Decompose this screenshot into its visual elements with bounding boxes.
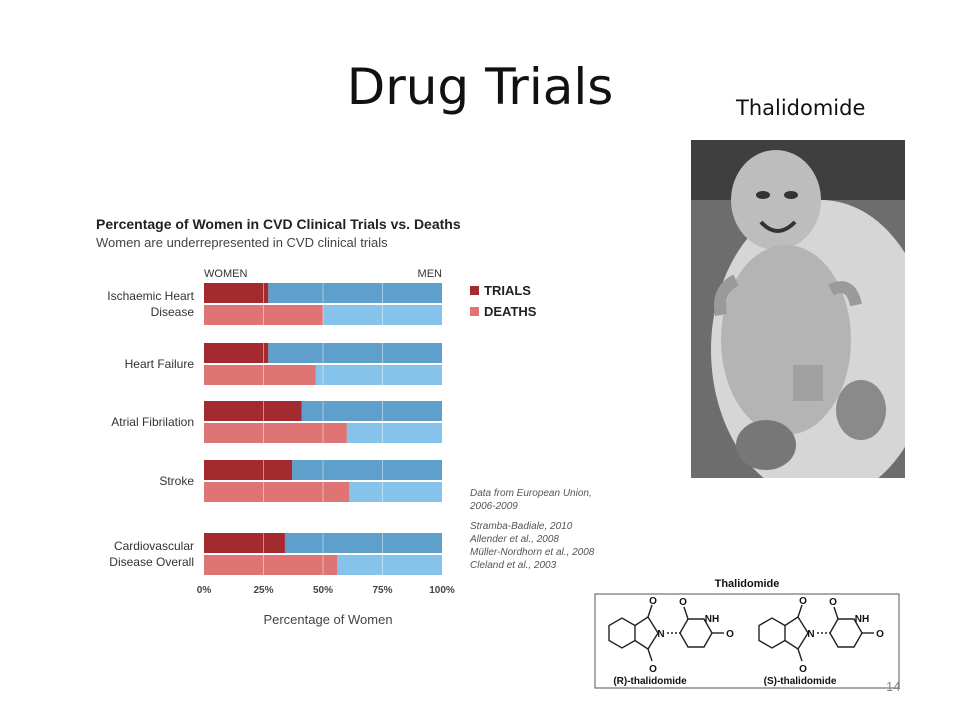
women-header: WOMEN xyxy=(204,268,247,280)
chart-plot: WOMEN MEN Ischaemic Heart Disease Heart Fail… xyxy=(107,268,595,627)
category-label: Disease Overall xyxy=(109,555,194,569)
oxygen-atom: O xyxy=(649,596,657,607)
legend-swatch-deaths xyxy=(470,307,479,316)
structure-frame xyxy=(594,593,900,689)
nh-group: NH xyxy=(705,614,719,625)
page-number: 14 xyxy=(886,679,901,694)
trials-bar xyxy=(204,283,269,303)
oxygen-atom: O xyxy=(726,629,734,640)
legend-swatch-trials xyxy=(470,286,479,295)
deaths-men-bar xyxy=(349,482,442,502)
category-label: Disease xyxy=(151,305,195,319)
imide-ring xyxy=(784,616,809,650)
benzene-ring xyxy=(608,617,636,649)
trials-men-bar xyxy=(284,533,442,553)
trials-men-bar xyxy=(268,283,442,303)
structure-title: Thalidomide xyxy=(715,578,780,590)
deaths-bar xyxy=(204,482,350,502)
category-label: Stroke xyxy=(159,474,194,488)
carbonyl-bond xyxy=(833,606,839,620)
slide-title: Drug Trials xyxy=(346,58,614,116)
oxygen-atom: O xyxy=(799,664,807,675)
category-label: Atrial Fibrilation xyxy=(111,415,194,429)
deaths-men-bar xyxy=(337,555,442,575)
x-tick-label: 75% xyxy=(372,585,392,596)
trials-men-bar xyxy=(268,343,442,363)
trials-bar xyxy=(204,401,302,421)
oxygen-atom: O xyxy=(679,597,687,608)
benzene-ring xyxy=(758,617,786,649)
oxygen-atom: O xyxy=(876,629,884,640)
deaths-bar xyxy=(204,365,316,385)
trials-men-bar xyxy=(292,460,442,480)
category-label: Cardiovascular xyxy=(114,539,194,553)
thalidomide-baby-photo xyxy=(691,140,905,478)
chart-subtitle: Women are underrepresented in CVD clinic… xyxy=(96,235,388,250)
photo-caption: Thalidomide xyxy=(736,96,866,120)
source-note: 2006-2009 xyxy=(469,501,518,512)
deaths-bar xyxy=(204,305,323,325)
x-tick-label: 100% xyxy=(429,585,455,596)
deaths-men-bar xyxy=(315,365,442,385)
x-axis-label: Percentage of Women xyxy=(263,612,392,627)
deaths-men-bar xyxy=(346,423,442,443)
carbonyl-bond xyxy=(647,604,653,618)
x-tick-label: 50% xyxy=(313,585,333,596)
trials-men-bar xyxy=(301,401,442,421)
oxygen-atom: O xyxy=(799,596,807,607)
trials-bar xyxy=(204,460,293,480)
category-label: Ischaemic Heart xyxy=(107,289,194,303)
thalidomide-structure: Thalidomide O O N O NH O (R)-thalidomide O O N O NH O… xyxy=(594,575,900,690)
deaths-men-bar xyxy=(323,305,442,325)
nitrogen-atom: N xyxy=(657,629,664,640)
women-cvd-chart: Percentage of Women in CVD Clinical Tria… xyxy=(90,210,620,640)
reference: Stramba-Badiale, 2010 xyxy=(470,521,573,532)
s-thalidomide-label: (S)-thalidomide xyxy=(764,676,837,687)
reference: Müller-Nordhorn et al., 2008 xyxy=(470,547,595,558)
men-header: MEN xyxy=(418,268,443,280)
legend-label-trials: TRIALS xyxy=(484,283,531,298)
reference: Cleland et al., 2003 xyxy=(470,560,557,571)
deaths-bar xyxy=(204,423,347,443)
x-tick-label: 25% xyxy=(253,585,273,596)
legend-label-deaths: DEATHS xyxy=(484,304,537,319)
carbonyl-bond xyxy=(797,604,803,618)
oxygen-atom: O xyxy=(829,597,837,608)
carbonyl-bond xyxy=(647,648,653,662)
trials-bar xyxy=(204,343,269,363)
nitrogen-atom: N xyxy=(807,629,814,640)
carbonyl-bond xyxy=(683,606,689,620)
trials-bar xyxy=(204,533,285,553)
oxygen-atom: O xyxy=(649,664,657,675)
source-note: Data from European Union, xyxy=(470,488,592,499)
x-tick-label: 0% xyxy=(197,585,212,596)
category-label: Heart Failure xyxy=(125,357,195,371)
imide-ring xyxy=(634,616,659,650)
carbonyl-bond xyxy=(797,648,803,662)
nh-group: NH xyxy=(855,614,869,625)
r-thalidomide-label: (R)-thalidomide xyxy=(613,676,687,687)
reference: Allender et al., 2008 xyxy=(469,534,559,545)
chart-title: Percentage of Women in CVD Clinical Tria… xyxy=(96,216,461,232)
deaths-bar xyxy=(204,555,338,575)
